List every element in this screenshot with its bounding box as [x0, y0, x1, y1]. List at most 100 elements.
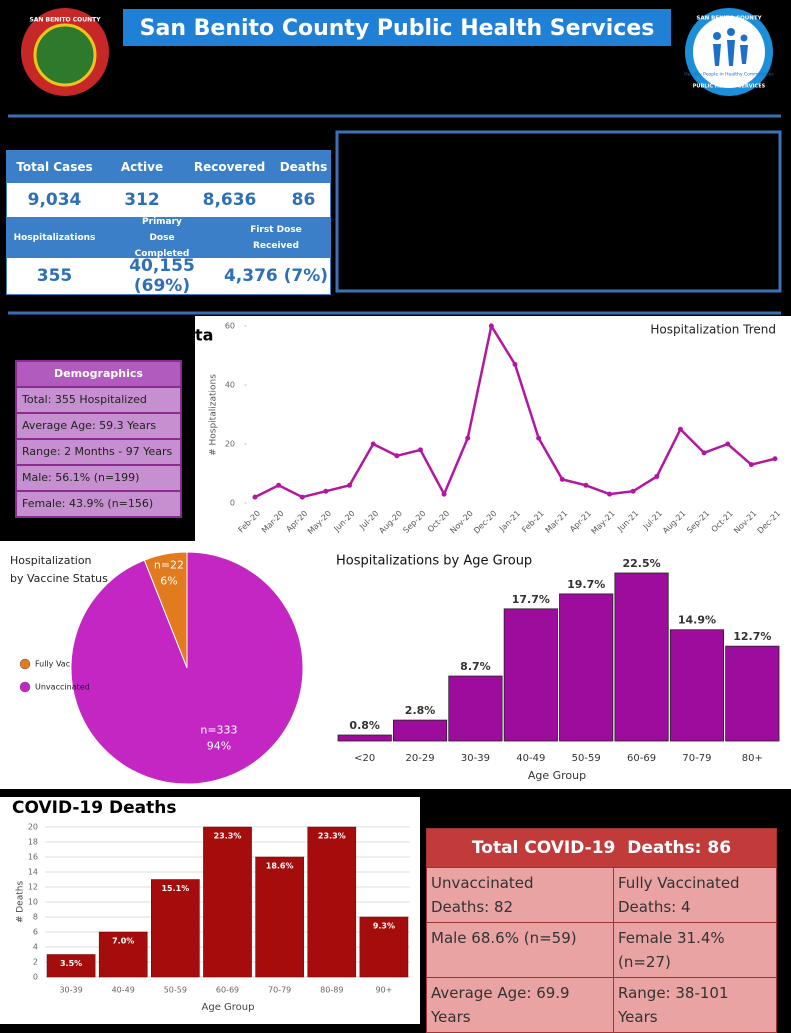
marker: [299, 494, 305, 500]
cell: Female 31.4% (n=27): [613, 923, 776, 977]
cell-line: Unvaccinated: [431, 874, 534, 892]
marker: [772, 456, 778, 462]
marker: [630, 488, 636, 494]
x-tick-label: 60-69: [627, 753, 656, 764]
cell: Unvaccinated Deaths: 82: [427, 868, 613, 922]
section-fragment: ta: [195, 326, 213, 345]
marker: [677, 426, 683, 432]
chart-title: by Vaccine Status: [10, 572, 108, 585]
bar: [503, 608, 558, 742]
chart-title: COVID-19 Deaths: [12, 798, 176, 818]
bar-label: 23.3%: [318, 832, 346, 841]
right-logo-tagline: Healthy People in Healthy Communities: [684, 72, 774, 78]
y-tick-label: 18: [28, 838, 38, 847]
bar-label: 17.7%: [512, 593, 550, 606]
y-tick-label: 20: [28, 823, 38, 832]
bar: [151, 879, 200, 978]
x-tick-label: 60-69: [216, 986, 239, 995]
chart-title: Hospitalizations by Age Group: [336, 554, 532, 569]
row: 355 40,155 (69%) 4,376 (7%): [7, 256, 330, 296]
row: 9,034 312 8,636 86: [7, 183, 330, 217]
y-tick-label: 14: [28, 868, 38, 877]
slice-label: 6%: [160, 574, 177, 587]
bar: [98, 931, 148, 978]
demographics-title: Demographics: [17, 362, 180, 386]
deaths-title: Total COVID-19 Deaths: 86: [427, 829, 776, 867]
marker: [559, 476, 565, 482]
x-tick-label: 80+: [742, 753, 763, 764]
marker: [252, 494, 258, 500]
slice: [70, 551, 304, 785]
demographics-row: Female: 43.9% (n=156): [17, 490, 180, 516]
marker: [701, 450, 707, 456]
bar-label: 14.9%: [678, 614, 716, 627]
marker: [347, 482, 353, 488]
cell: Range: 38-101 Years: [613, 978, 776, 1032]
marker: [323, 488, 329, 494]
bar: [559, 593, 614, 742]
x-tick-label: <20: [354, 753, 375, 764]
chart-title: Hospitalization: [10, 554, 92, 567]
summary-table: Total Cases Active Recovered Deaths 9,03…: [6, 150, 331, 296]
bar-label: 22.5%: [622, 557, 660, 570]
y-tick-label: 4: [33, 943, 38, 952]
marker: [441, 491, 447, 497]
cell: Total Cases: [16, 160, 93, 174]
bar: [307, 826, 357, 978]
logo-figures: [713, 28, 748, 66]
y-tick-label: 60: [225, 322, 235, 331]
legend-label: Fully Vaccinated: [35, 660, 100, 669]
x-tick-label: 20-29: [406, 753, 435, 764]
bar-label: 12.7%: [733, 630, 771, 643]
bar-label: 9.3%: [373, 922, 395, 931]
x-tick-label: 30-39: [461, 753, 490, 764]
cell: 86: [291, 190, 316, 210]
bar: [614, 572, 669, 742]
bar: [448, 675, 503, 742]
row: Hospitalizations Primary Dose Completed …: [7, 217, 330, 259]
row: Total Cases Active Recovered Deaths: [7, 151, 330, 183]
y-tick-label: 8: [33, 913, 38, 922]
cell-line: Deaths: 4: [618, 898, 691, 916]
bar-label: 18.6%: [266, 862, 294, 871]
empty-box: [335, 130, 782, 293]
cell: First Dose Received: [250, 224, 302, 251]
demographics: Demographics Total: 355 Hospitalized Ave…: [15, 360, 182, 518]
deaths-table: Total COVID-19 Deaths: 86 Unvaccinated De…: [426, 828, 777, 1033]
bar: [46, 954, 96, 978]
y-tick-label: 6: [33, 928, 38, 937]
header-bar: [123, 9, 671, 46]
bar-label: 23.3%: [214, 832, 242, 841]
x-tick-label: 80-89: [320, 986, 343, 995]
cell: Primary Dose Completed: [134, 216, 190, 259]
bar-label: 7.0%: [112, 937, 134, 946]
bar: [725, 645, 780, 742]
slice-count: n=333: [200, 724, 237, 737]
y-tick-label: 20: [225, 440, 235, 449]
cell: Hospitalizations: [13, 232, 96, 243]
bar: [359, 916, 409, 978]
y-tick-label: 2: [33, 958, 38, 967]
bar-label: 2.8%: [405, 704, 436, 717]
cell: Fully Vaccinated Deaths: 4: [613, 868, 776, 922]
left-logo-inner: [33, 23, 97, 87]
y-axis-label: # Deaths: [16, 881, 26, 924]
row: Unvaccinated Deaths: 82 Fully Vaccinated D…: [427, 867, 776, 922]
x-tick-label: 70-79: [268, 986, 291, 995]
y-tick-label: 40: [225, 381, 235, 390]
cell: 9,034: [27, 190, 82, 210]
cell-line: Deaths: 82: [431, 898, 514, 916]
x-tick-label: 90+: [375, 986, 392, 995]
y-tick-label: 10: [28, 898, 38, 907]
bar-label: 19.7%: [567, 578, 605, 591]
panel: [195, 316, 791, 541]
cell: 40,155 (69%): [129, 256, 195, 296]
cell: Active: [120, 160, 164, 174]
header-title: San Benito County Public Health Services: [140, 16, 655, 41]
bar-label: 15.1%: [161, 884, 189, 893]
marker: [583, 482, 589, 488]
cell: Deaths: [279, 160, 328, 174]
cell: Male 68.6% (n=59): [431, 929, 577, 947]
y-tick-label: 0: [33, 973, 38, 982]
